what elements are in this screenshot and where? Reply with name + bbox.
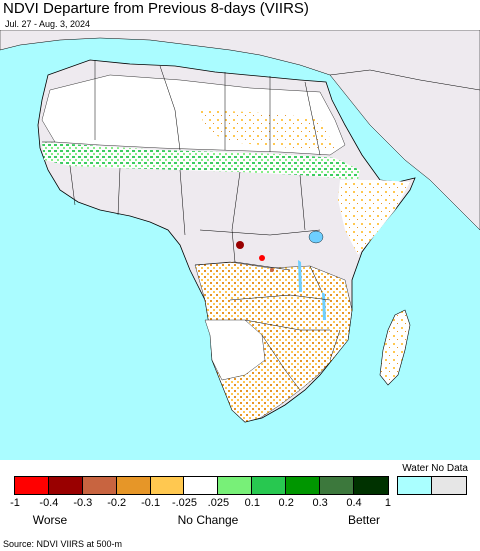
mediterranean-sea bbox=[40, 42, 330, 82]
legend-caption-no-change: No Change bbox=[177, 513, 239, 527]
southwest-neutral bbox=[204, 319, 266, 381]
congo-decline-spot-2 bbox=[259, 255, 265, 261]
horn-dry-area bbox=[338, 180, 410, 255]
legend-tick-label: 0.1 bbox=[244, 497, 260, 509]
legend-swatch-10 bbox=[353, 477, 388, 494]
legend-swatch-0 bbox=[15, 477, 49, 494]
legend-tick-label: -.025 bbox=[171, 497, 198, 509]
legend-tick-label: 0.2 bbox=[278, 497, 294, 509]
legend-color-scale bbox=[14, 476, 389, 495]
map-title: NDVI Departure from Previous 8-days (VII… bbox=[3, 0, 309, 17]
legend-swatch-4 bbox=[150, 477, 185, 494]
legend-water-nodata-swatches bbox=[397, 476, 467, 495]
sahel-dry-speckle bbox=[200, 110, 335, 148]
sahel-greening bbox=[42, 142, 360, 180]
legend-water-nodata-label: Water No Data bbox=[402, 463, 468, 474]
legend-swatch-7 bbox=[252, 477, 287, 494]
legend-swatch-9 bbox=[320, 477, 354, 494]
legend-swatch-5 bbox=[184, 477, 219, 494]
middle-east-landmass bbox=[329, 69, 480, 231]
legend-tick-label: 0.4 bbox=[346, 497, 362, 509]
legend-tick-label: 1 bbox=[384, 497, 391, 509]
legend-swatch-water bbox=[398, 477, 432, 494]
lake-victoria bbox=[308, 230, 324, 244]
legend-tick-label: -0.2 bbox=[107, 497, 127, 509]
congo-decline-spot bbox=[236, 241, 244, 249]
legend-swatch-8 bbox=[286, 477, 321, 494]
legend-tick-label: -0.1 bbox=[141, 497, 161, 509]
ndvi-map[interactable] bbox=[0, 30, 480, 460]
legend-swatch-2 bbox=[82, 477, 117, 494]
legend-swatch-no-data bbox=[431, 477, 466, 494]
country-borders bbox=[42, 60, 341, 391]
legend-tick-label: -1 bbox=[10, 497, 20, 509]
legend-tick-label: .025 bbox=[207, 497, 230, 509]
legend-caption-worse: Worse bbox=[32, 513, 68, 527]
lake-tanganyika bbox=[298, 260, 302, 292]
madagascar bbox=[379, 309, 411, 386]
africa-map-svg bbox=[0, 30, 480, 423]
legend-tick-label: -0.3 bbox=[73, 497, 93, 509]
congo-decline-spot-3 bbox=[270, 268, 274, 272]
legend-swatch-3 bbox=[116, 477, 151, 494]
legend-tick-label: -0.4 bbox=[39, 497, 59, 509]
legend-caption-better: Better bbox=[347, 513, 381, 527]
source-note: Source: NDVI VIIRS at 500-m bbox=[3, 539, 123, 549]
legend: Water No Data -1 -0.4 -0.3 -0.2 -0.1 -.025 .02… bbox=[0, 460, 480, 540]
legend-swatch-1 bbox=[48, 477, 83, 494]
legend-swatch-6 bbox=[218, 477, 253, 494]
map-date-range: Jul. 27 - Aug. 3, 2024 bbox=[5, 19, 91, 29]
legend-tick-label: 0.3 bbox=[312, 497, 328, 509]
